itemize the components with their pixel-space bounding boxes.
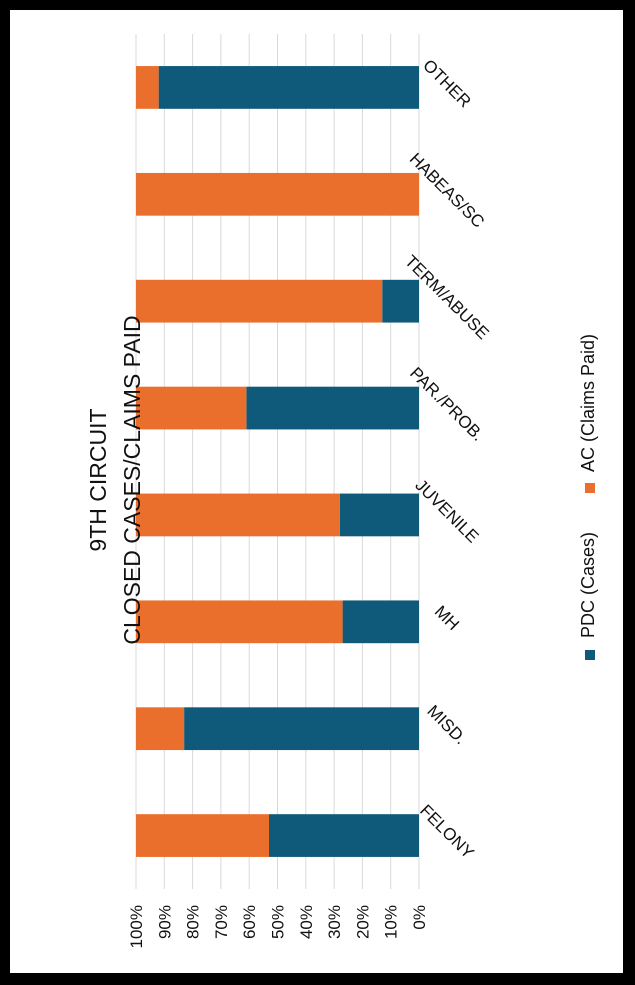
- bar-pdc: [382, 279, 419, 323]
- tick-label: 30%: [325, 905, 344, 939]
- bar-pdc: [339, 493, 419, 537]
- tick-label: 0%: [410, 905, 429, 930]
- tick-label: 90%: [155, 905, 174, 939]
- tick-label: 100%: [127, 905, 146, 948]
- bar-ac: [136, 707, 185, 751]
- bar-pdc: [158, 66, 419, 109]
- bar-ac: [136, 172, 419, 216]
- tick-label: 20%: [353, 905, 372, 939]
- tick-label: 40%: [297, 905, 316, 939]
- chart-svg: 0% 10% 20% 30% 40% 50% 60% 70% 80% 90% 100% FELONY…: [85, 34, 598, 948]
- legend-label-pdc: PDC (Cases): [578, 532, 598, 638]
- legend-label-ac: AC (Claims Paid): [578, 334, 598, 472]
- category-label: MISD.: [423, 701, 470, 748]
- tick-label: 10%: [382, 905, 401, 939]
- tick-label: 50%: [269, 905, 288, 939]
- tick-label: 60%: [240, 905, 259, 939]
- tick-label: 80%: [184, 905, 203, 939]
- bar-pdc: [184, 707, 419, 751]
- bar-ac: [136, 279, 383, 323]
- chart-frame: 0% 10% 20% 30% 40% 50% 60% 70% 80% 90% 100% FELONY…: [10, 10, 623, 973]
- bar-ac: [136, 386, 247, 430]
- bar-pdc: [342, 600, 419, 644]
- chart-subtitle: CLOSED CASES/CLAIMS PAID: [119, 315, 145, 644]
- gridlines: [135, 34, 420, 889]
- bars: [136, 66, 419, 857]
- value-axis-ticks: 0% 10% 20% 30% 40% 50% 60% 70% 80% 90% 100%: [127, 905, 429, 948]
- bar-pdc: [269, 814, 419, 857]
- category-label: OTHER: [419, 56, 475, 112]
- bar-ac: [136, 493, 340, 537]
- bar-ac: [136, 814, 270, 857]
- bar-pdc: [246, 386, 419, 430]
- category-label: FELONY: [416, 801, 478, 863]
- chart-title: 9TH CIRCUIT: [85, 408, 111, 551]
- legend-swatch-pdc: [585, 650, 595, 660]
- bar-ac: [136, 66, 159, 109]
- legend: PDC (Cases) AC (Claims Paid): [578, 334, 598, 660]
- category-label: JUVENILE: [411, 476, 482, 547]
- legend-swatch-ac: [585, 483, 595, 493]
- bar-ac: [136, 600, 343, 644]
- category-label: MH: [431, 602, 463, 634]
- tick-label: 70%: [212, 905, 231, 939]
